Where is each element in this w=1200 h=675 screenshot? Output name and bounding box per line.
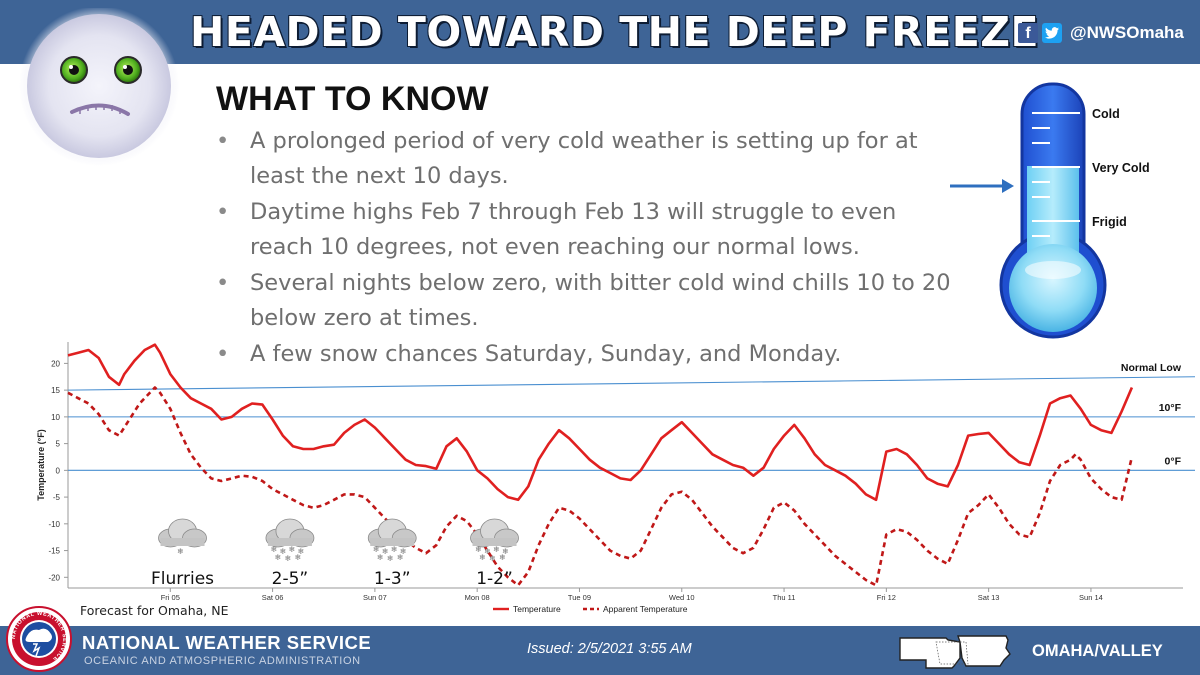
bullet-item: Daytime highs Feb 7 through Feb 13 will … bbox=[216, 195, 956, 265]
org-name: NATIONAL WEATHER SERVICE bbox=[82, 632, 372, 653]
office-name: OMAHA/VALLEY bbox=[1032, 642, 1163, 660]
thermo-label-cold: Cold bbox=[1092, 107, 1120, 121]
x-tick-label: Sun 14 bbox=[1079, 593, 1103, 602]
bullet-list: A prolonged period of very cold weather … bbox=[216, 124, 956, 373]
temperature-line bbox=[67, 343, 1134, 502]
snowflake: ❄ bbox=[295, 553, 302, 562]
y-tick-label: 20 bbox=[51, 359, 60, 368]
snowflake: ❄ bbox=[177, 547, 184, 556]
snowflake: ❄ bbox=[271, 545, 278, 554]
legend-label: Temperature bbox=[513, 604, 561, 614]
x-tick-label: Wed 10 bbox=[669, 593, 695, 602]
y-tick-label: -5 bbox=[53, 493, 61, 502]
snowflake: ❄ bbox=[377, 553, 384, 562]
org-subtitle: OCEANIC AND ATMOSPHERIC ADMINISTRATION bbox=[84, 655, 361, 667]
snowflake: ❄ bbox=[373, 545, 380, 554]
bullet-item: A few snow chances Saturday, Sunday, and… bbox=[216, 337, 956, 372]
y-tick-label: 15 bbox=[51, 386, 60, 395]
reference-line bbox=[67, 376, 1196, 391]
snowflake: ❄ bbox=[382, 547, 389, 556]
bullet-item: A prolonged period of very cold weather … bbox=[216, 124, 956, 194]
y-tick-label: 10 bbox=[51, 413, 60, 422]
x-tick-label: Fri 12 bbox=[877, 593, 896, 602]
snowflake: ❄ bbox=[400, 547, 407, 556]
y-tick-label: -20 bbox=[48, 573, 60, 582]
social-links: f @NWSOmaha bbox=[1018, 20, 1184, 46]
snowflake: ❄ bbox=[289, 545, 296, 554]
page-title: HEADED TOWARD THE DEEP FREEZE bbox=[190, 8, 1039, 56]
cloud-flurries-icon: ❄ bbox=[158, 518, 207, 556]
reference-line-label: 10°F bbox=[1159, 402, 1182, 414]
apparent-temperature-line bbox=[67, 386, 1134, 587]
snowflake: ❄ bbox=[484, 547, 491, 556]
thermo-label-very-cold: Very Cold bbox=[1092, 161, 1150, 175]
snowflake: ❄ bbox=[499, 553, 506, 562]
snowflake: ❄ bbox=[280, 547, 287, 556]
y-tick-label: -10 bbox=[48, 520, 60, 529]
cloud-part bbox=[472, 538, 517, 546]
legend-label: Apparent Temperature bbox=[603, 604, 688, 614]
y-tick-label: -15 bbox=[48, 547, 60, 556]
thermometer-graphic: Cold Very Cold Frigid bbox=[950, 82, 1150, 339]
cloud-part bbox=[370, 538, 415, 546]
twitter-icon[interactable] bbox=[1042, 23, 1062, 43]
snowflake: ❄ bbox=[285, 554, 292, 563]
x-tick-label: Mon 08 bbox=[465, 593, 490, 602]
social-handle[interactable]: @NWSOmaha bbox=[1070, 23, 1184, 42]
nws-logo: NATIONAL WEATHER SERVICE bbox=[6, 606, 72, 672]
x-tick-label: Thu 11 bbox=[773, 593, 796, 602]
thermo-label-frigid: Frigid bbox=[1092, 215, 1127, 229]
x-tick-label: Sat 06 bbox=[262, 593, 284, 602]
snowflake: ❄ bbox=[298, 547, 305, 556]
cloud-snow-icon: ❄ ❄ ❄ ❄❄ ❄ ❄ bbox=[470, 518, 519, 563]
pointer-arrow-icon bbox=[950, 179, 1014, 193]
section-heading: WHAT TO KNOW bbox=[216, 80, 489, 118]
reference-line-label: 0°F bbox=[1165, 455, 1182, 467]
snowflake: ❄ bbox=[479, 553, 486, 562]
issued-time: Issued: 2/5/2021 3:55 AM bbox=[527, 641, 692, 657]
snowflake: ❄ bbox=[493, 545, 500, 554]
snowflake: ❄ bbox=[387, 554, 394, 563]
snowflake: ❄ bbox=[489, 554, 496, 563]
cloud-snow-icon: ❄ ❄ ❄ ❄❄ ❄ ❄ bbox=[265, 518, 315, 563]
header-banner bbox=[0, 0, 1200, 64]
cloud-snow-icon: ❄ ❄ ❄ ❄❄ ❄ ❄ bbox=[367, 518, 417, 563]
temperature-chart: 20 15 10 5 0 -5 -10 -15 -20 Temperature (°F) Fri 0… bbox=[36, 342, 1196, 618]
snow-event-label: Flurries bbox=[151, 569, 214, 589]
frozen-face-icon bbox=[19, 8, 179, 166]
snow-event-label: 1-2” bbox=[476, 569, 513, 589]
facebook-icon[interactable]: f bbox=[1018, 23, 1038, 43]
region-map-icon bbox=[899, 635, 1011, 669]
snowflake: ❄ bbox=[397, 553, 404, 562]
snow-event-label: 2-5” bbox=[272, 569, 309, 589]
snowflake: ❄ bbox=[391, 545, 398, 554]
reference-line-label: Normal Low bbox=[1121, 362, 1182, 374]
y-tick-label: 0 bbox=[56, 466, 61, 475]
bullet-item: Several nights below zero, with bitter c… bbox=[216, 266, 956, 336]
x-tick-label: Sun 07 bbox=[363, 593, 387, 602]
x-tick-label: Tue 09 bbox=[568, 593, 591, 602]
snowflake: ❄ bbox=[502, 547, 509, 556]
snowflake: ❄ bbox=[475, 545, 482, 554]
cloud-part bbox=[267, 538, 312, 546]
x-tick-label: Fri 05 bbox=[161, 593, 180, 602]
y-tick-label: 5 bbox=[56, 440, 61, 449]
snow-event-label: 1-3” bbox=[374, 569, 411, 589]
x-tick-label: Sat 13 bbox=[978, 593, 1000, 602]
snowflake: ❄ bbox=[275, 553, 282, 562]
cloud-part bbox=[160, 538, 205, 546]
chart-footnote: Forecast for Omaha, NE bbox=[80, 603, 229, 618]
y-axis-label: Temperature (°F) bbox=[36, 429, 46, 500]
